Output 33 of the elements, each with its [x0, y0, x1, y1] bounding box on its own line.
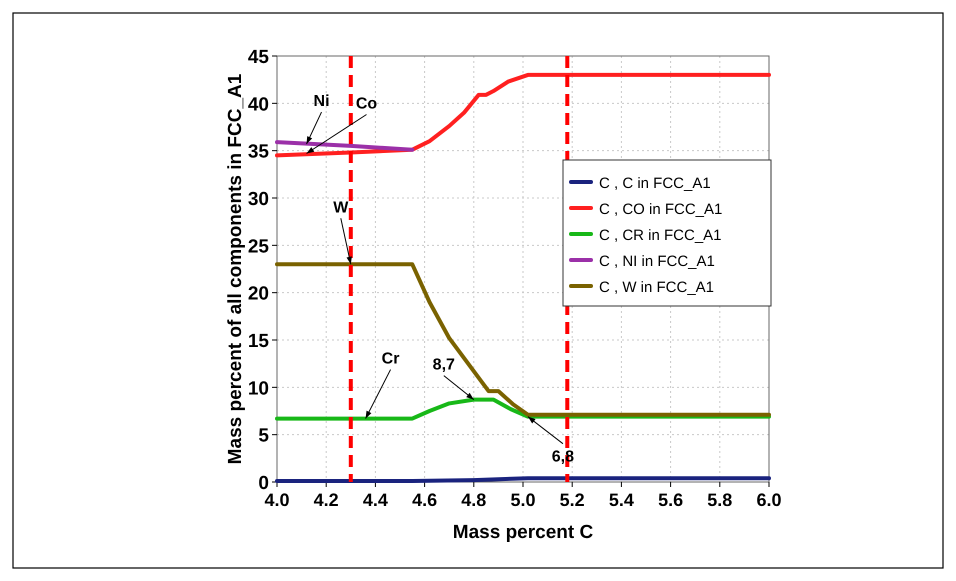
y-axis-title: Mass percent of all components in FCC_A1: [225, 73, 246, 464]
legend-label: C , W in FCC_A1: [599, 279, 714, 296]
x-tick-label: 4.2: [314, 490, 339, 510]
y-tick-label: 20: [248, 284, 269, 305]
x-tick-label: 5.4: [608, 490, 634, 510]
legend-label: C , C in FCC_A1: [599, 175, 711, 192]
line-series: [275, 72, 771, 158]
x-tick-label: 5.0: [510, 490, 536, 510]
x-tick-label: 6.0: [756, 490, 782, 510]
x-axis-title: Mass percent C: [452, 522, 594, 543]
annotation: Co: [356, 96, 378, 113]
y-tick-label: 35: [248, 142, 270, 163]
y-tick-label: 10: [248, 378, 269, 400]
annotation: Ni: [314, 93, 330, 110]
annotation: Cr: [382, 350, 400, 368]
annotation: 6,8: [552, 448, 574, 466]
y-tick-label: 25: [248, 236, 270, 258]
annotation: 8,7: [432, 356, 456, 374]
x-tick-label: 4.8: [461, 490, 486, 510]
legend-label: C , NI in FCC_A1: [599, 253, 715, 270]
legend-label: C , CO in FCC_A1: [599, 201, 722, 218]
legend-label: C , CR in FCC_A1: [599, 227, 722, 244]
x-tick-label: 4.4: [362, 490, 388, 510]
x-tick-label: 5.8: [707, 490, 732, 510]
y-tick-label: 45: [248, 47, 270, 68]
y-tick-label: 15: [248, 331, 270, 352]
x-tick-label: 5.2: [560, 490, 585, 510]
y-tick-label: 40: [248, 94, 269, 116]
annotation: W: [333, 199, 350, 216]
y-tick-label: 5: [258, 426, 270, 447]
x-tick-label: 4.6: [412, 490, 438, 510]
x-tick-label: 5.6: [658, 490, 684, 510]
y-tick-label: 30: [248, 189, 269, 210]
